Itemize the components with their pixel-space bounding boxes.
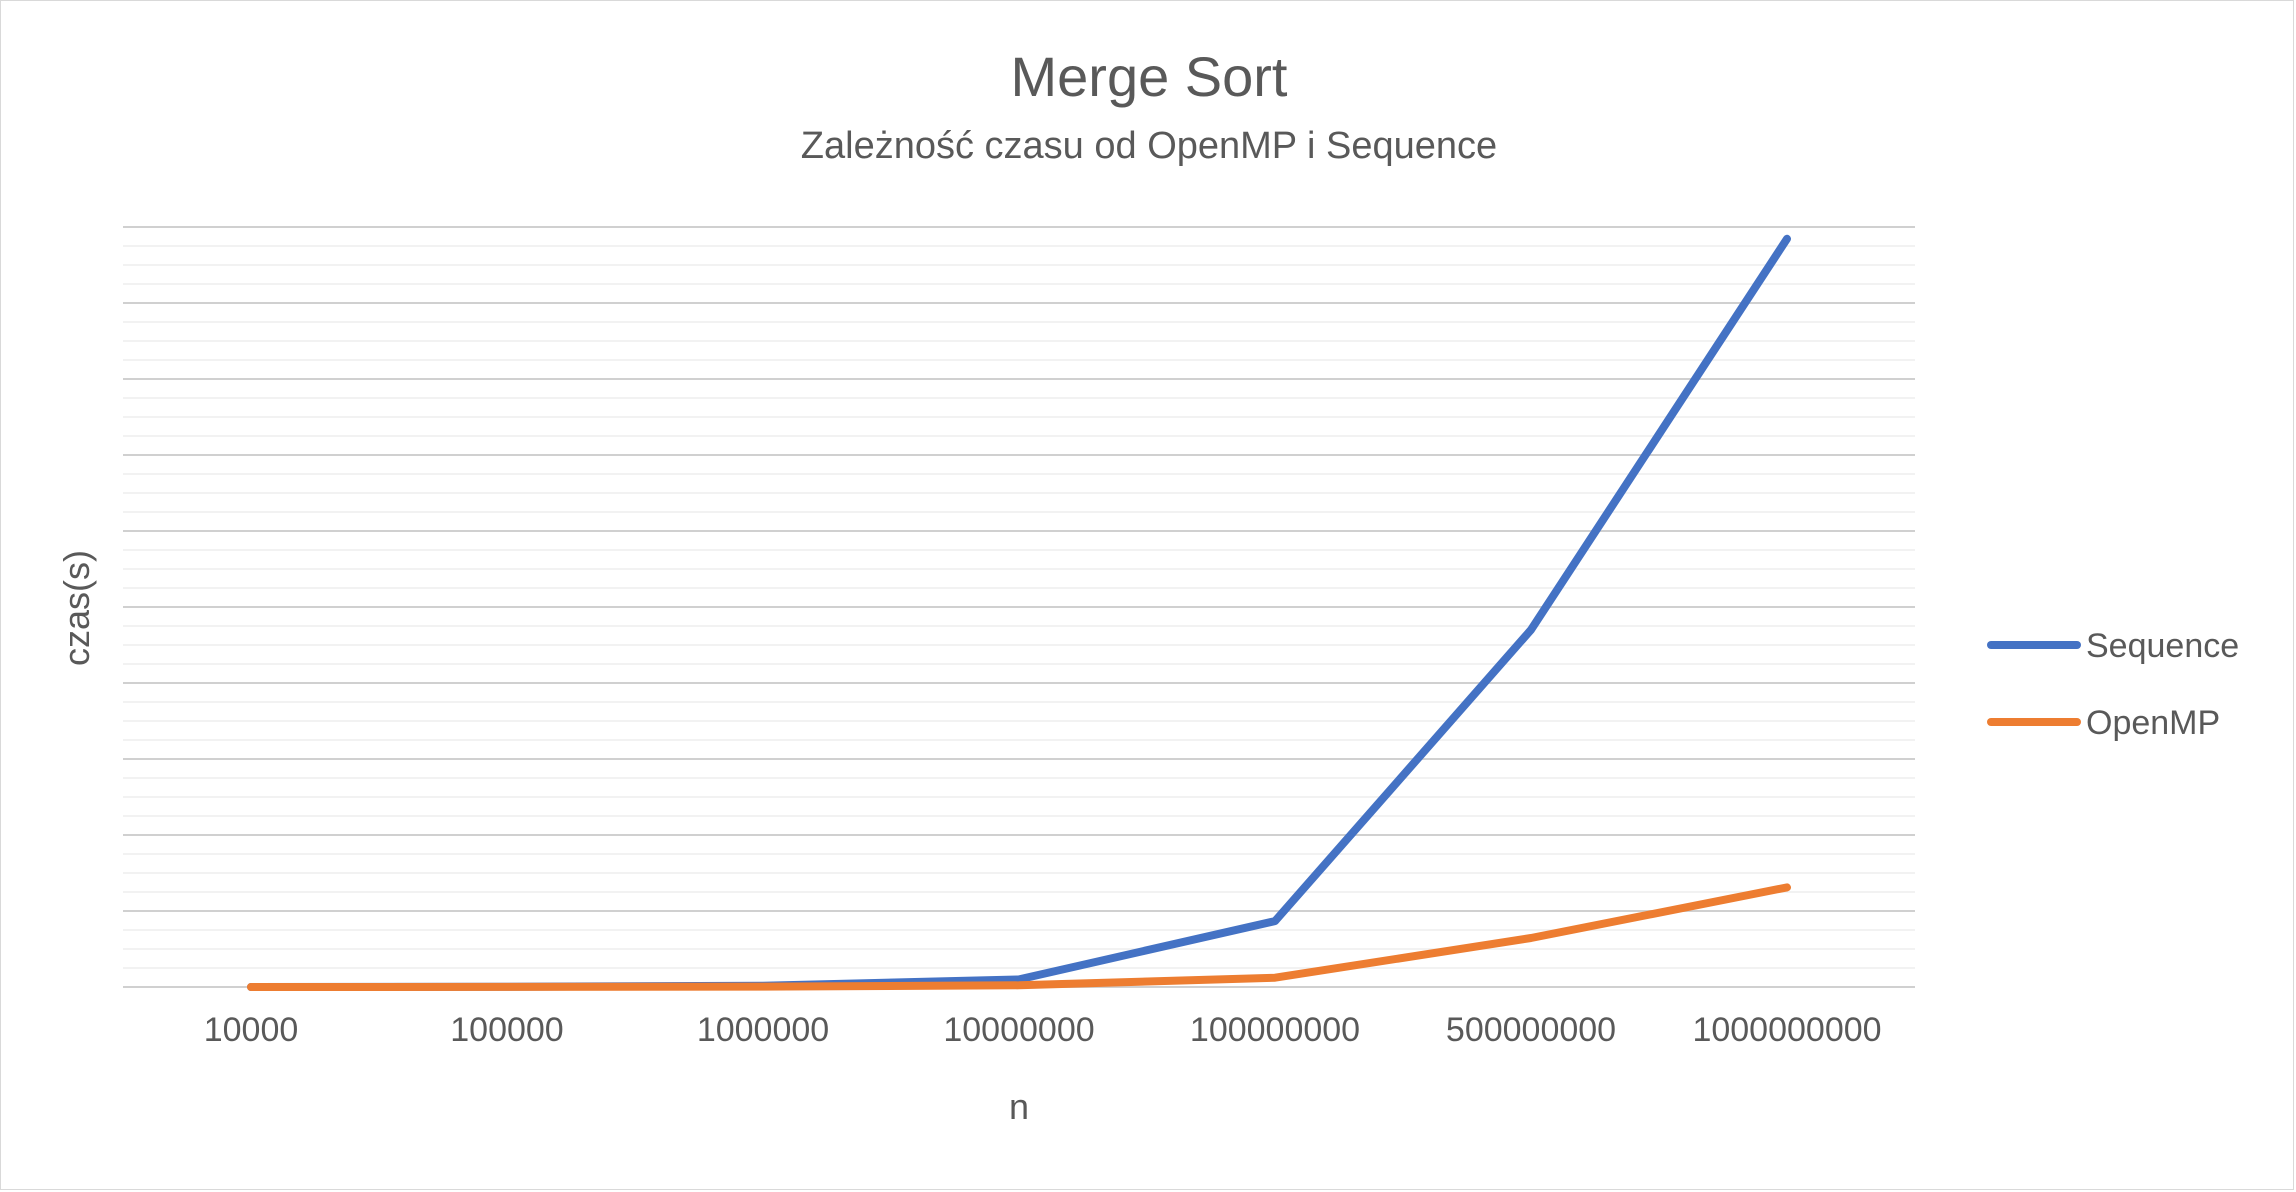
y-axis-title: czas(s) <box>56 550 97 666</box>
gridlines <box>123 226 1915 988</box>
legend-label: Sequence <box>2086 627 2239 665</box>
chart-subtitle: Zależność czasu od OpenMP i Sequence <box>801 125 1497 167</box>
x-tick-label: 1000000000 <box>1692 1011 1881 1049</box>
x-tick-label: 1000000 <box>697 1011 829 1049</box>
series-line-sequence <box>247 234 1791 991</box>
series-lines <box>247 234 1791 991</box>
x-tick-label: 100000 <box>450 1011 563 1049</box>
x-tick-label: 10000000 <box>943 1011 1094 1049</box>
chart-title: Merge Sort <box>1011 45 1288 108</box>
legend-label: OpenMP <box>2086 704 2220 742</box>
legend-item-sequence: Sequence <box>1987 627 2239 665</box>
x-tick-label: 100000000 <box>1190 1011 1360 1049</box>
x-tick-label: 10000 <box>204 1011 299 1049</box>
x-tick-label: 500000000 <box>1446 1011 1616 1049</box>
legend: Sequence OpenMP <box>1987 627 2239 742</box>
legend-item-openmp: OpenMP <box>1987 704 2220 742</box>
x-axis: 10000 100000 1000000 10000000 100000000 50000… <box>123 986 1915 1049</box>
series-line-openmp <box>247 883 1791 991</box>
x-axis-title: n <box>1009 1086 1029 1127</box>
